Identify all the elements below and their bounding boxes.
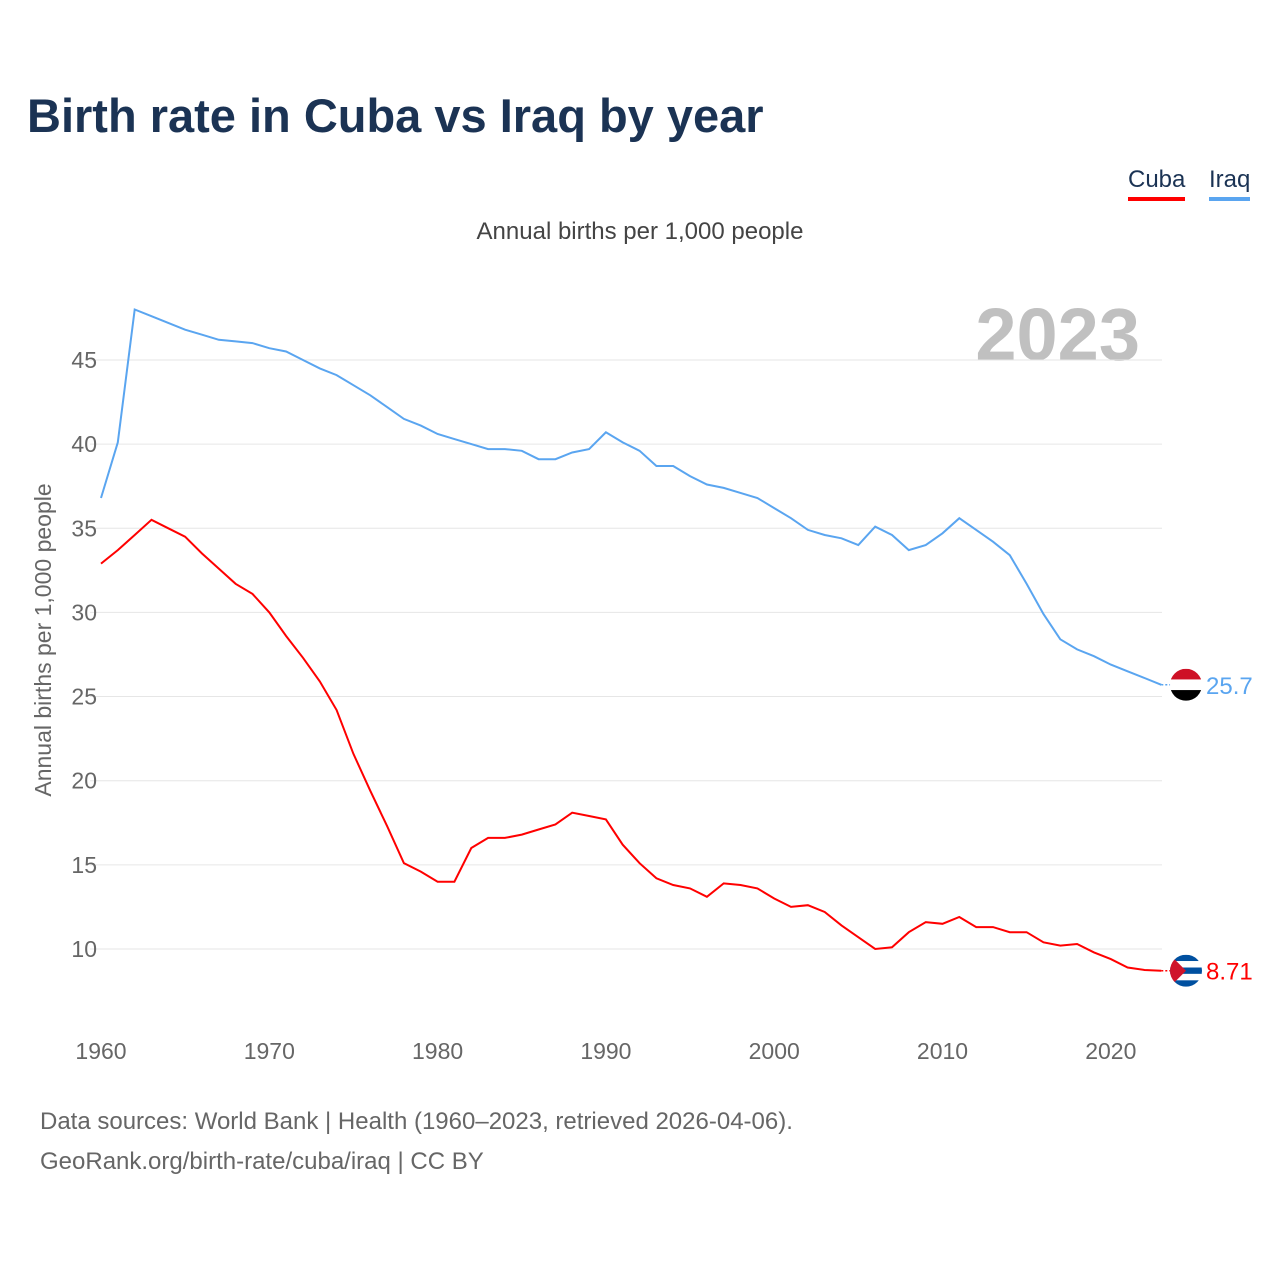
- end-value-label-cuba: 8.71: [1206, 959, 1253, 986]
- chart-subtitle: Annual births per 1,000 people: [476, 218, 804, 245]
- y-tick-label: 40: [71, 431, 97, 457]
- year-watermark: 2023: [975, 293, 1140, 376]
- x-tick-label: 1990: [580, 1038, 631, 1064]
- y-tick-label: 45: [71, 347, 97, 373]
- y-tick-label: 25: [71, 684, 97, 710]
- source-link[interactable]: GeoRank.org/birth-rate/cuba/iraq | CC BY: [40, 1148, 484, 1175]
- series-line-iraq: [100, 308, 1162, 686]
- chart-title: Birth rate in Cuba vs Iraq by year: [27, 89, 764, 142]
- y-axis-label: Annual births per 1,000 people: [30, 483, 56, 796]
- series-line-cuba: [100, 518, 1162, 972]
- x-tick-label: 1960: [75, 1038, 126, 1064]
- y-tick-label: 30: [71, 599, 97, 625]
- legend-iraq[interactable]: Iraq: [1209, 166, 1251, 201]
- y-tick-label: 20: [71, 768, 97, 794]
- end-value-label-iraq: 25.7: [1206, 673, 1253, 700]
- x-tick-label: 2000: [749, 1038, 800, 1064]
- x-tick-label: 1970: [244, 1038, 295, 1064]
- y-tick-label: 35: [71, 515, 97, 541]
- flag-iraq-icon: [1170, 668, 1202, 701]
- legend-cuba[interactable]: Cuba: [1128, 166, 1186, 201]
- source-text: Data sources: World Bank | Health (1960–…: [40, 1108, 793, 1135]
- y-tick-label: 10: [71, 936, 97, 962]
- x-tick-label: 1980: [412, 1038, 463, 1064]
- y-tick-label: 15: [71, 852, 97, 878]
- x-tick-label: 2020: [1085, 1038, 1136, 1064]
- flag-cuba-icon: [1170, 954, 1202, 987]
- x-tick-label: 2010: [917, 1038, 968, 1064]
